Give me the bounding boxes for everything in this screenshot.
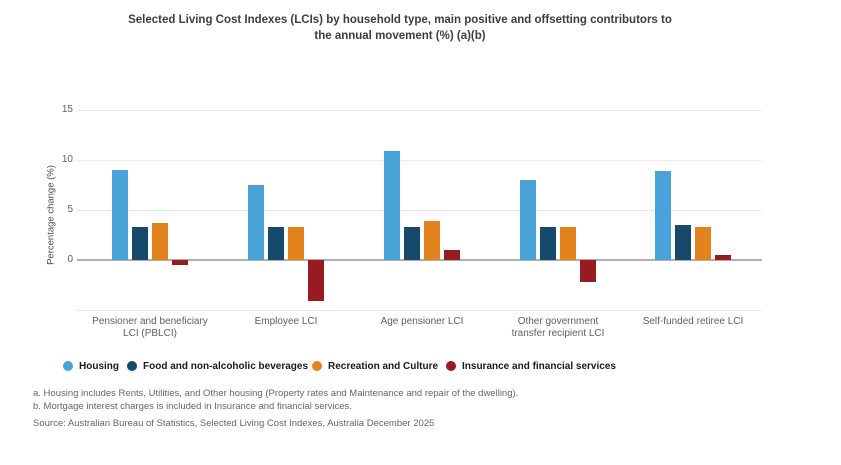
bar-recreation-group4 bbox=[560, 227, 576, 260]
bar-recreation-group5 bbox=[695, 227, 711, 260]
bar-insurance-group1 bbox=[172, 260, 188, 265]
bar-food-group3 bbox=[404, 227, 420, 260]
bar-insurance-group4 bbox=[580, 260, 596, 282]
y-tick-5: 5 bbox=[67, 204, 73, 215]
bar-housing-group1 bbox=[112, 170, 128, 260]
bar-food-group1 bbox=[132, 227, 148, 260]
bar-insurance-group5 bbox=[715, 255, 731, 260]
category-label-3: Age pensioner LCI bbox=[380, 316, 464, 327]
legend-label: Insurance and financial services bbox=[462, 360, 616, 372]
y-tick-0: 0 bbox=[67, 254, 73, 265]
bar-insurance-group3 bbox=[444, 250, 460, 260]
bar-food-group2 bbox=[268, 227, 284, 260]
source-attribution: Source: Australian Bureau of Statistics,… bbox=[33, 418, 435, 429]
gridline-15 bbox=[77, 110, 762, 111]
category-label-1: Pensioner and beneficiary LCI (PBLCI) bbox=[92, 316, 208, 339]
plot-area bbox=[77, 110, 762, 311]
legend-item-housing: Housing bbox=[63, 359, 119, 373]
zero-baseline bbox=[77, 259, 762, 261]
bar-recreation-group2 bbox=[288, 227, 304, 260]
chart-title-line-1: Selected Living Cost Indexes (LCIs) by h… bbox=[128, 14, 672, 26]
footnote-a: a. Housing includes Rents, Utilities, an… bbox=[33, 388, 519, 399]
legend-label: Recreation and Culture bbox=[328, 360, 439, 372]
legend-dot-icon bbox=[127, 361, 137, 371]
legend-item-food-and-non-alcoholic-beverages: Food and non-alcoholic beverages bbox=[127, 359, 308, 373]
legend-dot-icon bbox=[312, 361, 322, 371]
footnote-b: b. Mortgage interest charges is included… bbox=[33, 400, 352, 412]
legend-item-recreation-and-culture: Recreation and Culture bbox=[312, 359, 438, 373]
chart-legend: Housing Food and non-alcoholic beverages R… bbox=[0, 359, 841, 375]
footnotes: a. Housing includes Rents, Utilities, an… bbox=[33, 388, 518, 413]
bar-housing-group2 bbox=[248, 185, 264, 260]
category-label-2: Employee LCI bbox=[254, 316, 318, 327]
legend-label: Food and non-alcoholic beverages bbox=[143, 360, 309, 372]
bar-food-group5 bbox=[675, 225, 691, 260]
category-label-5: Self-funded retiree LCI bbox=[642, 316, 744, 327]
bar-insurance-group2 bbox=[308, 260, 324, 301]
bar-housing-group4 bbox=[520, 180, 536, 260]
legend-dot-icon bbox=[63, 361, 73, 371]
chart-title-line-2: the annual movement (%) (a)(b) bbox=[314, 30, 486, 42]
gridline-5 bbox=[77, 210, 762, 211]
bar-recreation-group1 bbox=[152, 223, 168, 260]
y-tick-10: 10 bbox=[61, 154, 73, 165]
bar-housing-group5 bbox=[655, 171, 671, 260]
category-label-4: Other government transfer recipient LCI bbox=[511, 316, 605, 339]
bar-recreation-group3 bbox=[424, 221, 440, 260]
gridline-bottom bbox=[77, 310, 762, 311]
chart-title: Selected Living Cost Indexes (LCIs) by h… bbox=[0, 12, 800, 44]
bar-housing-group3 bbox=[384, 151, 400, 260]
gridline-10 bbox=[77, 160, 762, 161]
legend-label: Housing bbox=[79, 360, 119, 372]
legend-dot-icon bbox=[446, 361, 456, 371]
bar-food-group4 bbox=[540, 227, 556, 260]
legend-item-insurance-and-financial-services: Insurance and financial services bbox=[446, 359, 616, 373]
y-tick-15: 15 bbox=[61, 104, 73, 115]
